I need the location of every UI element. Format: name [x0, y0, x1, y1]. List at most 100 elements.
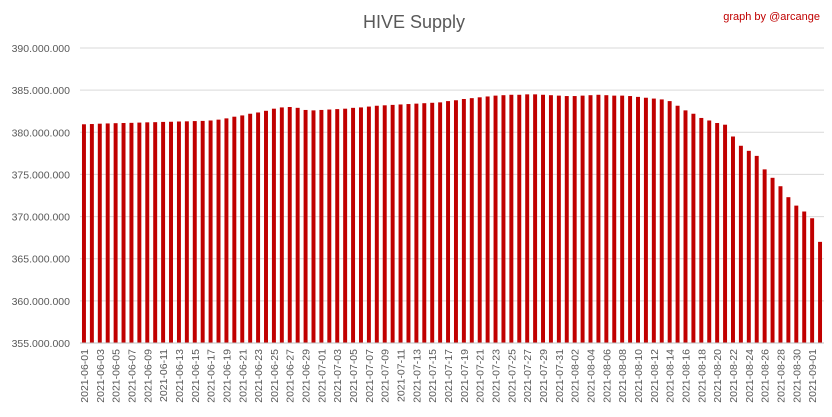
- bar: [643, 97, 648, 343]
- bar: [802, 211, 807, 343]
- bar: [715, 123, 720, 343]
- x-tick-label: 2021-06-19: [221, 349, 233, 403]
- bar: [216, 119, 221, 344]
- bar: [430, 102, 435, 344]
- y-tick-label: 370.000.000: [12, 212, 71, 224]
- bar: [699, 117, 704, 343]
- x-tick-label: 2021-07-25: [506, 349, 518, 403]
- bar: [446, 101, 451, 343]
- x-tick-label: 2021-08-14: [665, 349, 677, 403]
- x-tick-label: 2021-06-11: [158, 349, 170, 402]
- x-tick-label: 2021-07-03: [332, 349, 344, 403]
- x-tick-label: 2021-06-13: [174, 349, 186, 403]
- bar: [343, 108, 348, 343]
- x-tick-label: 2021-07-21: [475, 349, 487, 403]
- bar: [359, 107, 363, 344]
- x-tick-label: 2021-08-28: [775, 349, 787, 403]
- x-tick-label: 2021-08-26: [760, 349, 772, 403]
- chart-title: HIVE Supply: [363, 12, 465, 32]
- bar: [723, 124, 728, 343]
- x-tick-label: 2021-07-23: [491, 349, 503, 403]
- y-tick-label: 380.000.000: [12, 127, 71, 139]
- bar: [153, 122, 158, 344]
- x-tick-label: 2021-06-27: [285, 349, 297, 403]
- x-tick-label: 2021-07-31: [554, 349, 566, 403]
- bar: [351, 107, 356, 343]
- x-tick-label: 2021-08-02: [570, 349, 582, 403]
- bar: [525, 94, 530, 343]
- bar: [667, 101, 672, 343]
- bar: [628, 96, 633, 344]
- x-tick-label: 2021-06-25: [269, 349, 281, 403]
- x-tick-label: 2021-08-18: [696, 349, 708, 403]
- bar: [169, 121, 173, 343]
- x-tick-label: 2021-07-11: [396, 349, 408, 402]
- x-tick-label: 2021-08-24: [744, 349, 756, 403]
- x-tick-label: 2021-08-20: [712, 349, 724, 403]
- bar: [818, 241, 823, 343]
- x-tick-label: 2021-06-05: [111, 349, 123, 403]
- y-tick-label: 375.000.000: [12, 169, 71, 181]
- bar: [469, 98, 474, 344]
- bar: [406, 104, 411, 343]
- bar: [105, 123, 110, 343]
- bar: [438, 102, 443, 343]
- bar: [770, 177, 775, 343]
- bar: [556, 95, 561, 343]
- bar: [184, 121, 189, 343]
- bar: [541, 94, 545, 344]
- x-tick-label: 2021-08-30: [791, 349, 803, 403]
- y-axis-tick-labels: 355.000.000 360.000.000 365.000.000 370.000…: [12, 43, 71, 350]
- bar: [533, 94, 538, 343]
- bar: [248, 113, 253, 343]
- chart-credit: graph by @arcange: [723, 11, 820, 23]
- bar: [548, 95, 553, 343]
- bar: [319, 109, 324, 343]
- bar: [675, 105, 680, 343]
- bar: [208, 120, 213, 343]
- bar: [414, 103, 419, 343]
- x-tick-label: 2021-06-17: [206, 349, 218, 403]
- bar: [754, 155, 759, 343]
- bar: [453, 100, 458, 343]
- bar: [477, 97, 482, 343]
- x-tick-label: 2021-07-19: [459, 349, 471, 403]
- bar: [279, 107, 284, 344]
- bar: [366, 106, 371, 343]
- bar: [659, 99, 664, 344]
- x-tick-label: 2021-09-01: [807, 349, 819, 403]
- bar: [738, 145, 743, 343]
- bar: [461, 98, 466, 343]
- bar: [493, 95, 498, 343]
- y-tick-label: 385.000.000: [12, 85, 71, 97]
- bar: [374, 105, 379, 343]
- bar: [287, 107, 292, 343]
- y-tick-label: 355.000.000: [12, 338, 71, 350]
- x-tick-label: 2021-07-15: [427, 349, 439, 403]
- y-tick-label: 360.000.000: [12, 296, 71, 308]
- bar: [683, 110, 688, 343]
- bar: [240, 115, 245, 343]
- bar: [604, 95, 609, 343]
- x-tick-label: 2021-08-06: [601, 349, 613, 403]
- bar: [327, 109, 332, 344]
- x-tick-label: 2021-06-15: [190, 349, 202, 403]
- x-tick-label: 2021-06-03: [95, 349, 107, 403]
- bar: [224, 118, 229, 343]
- bar: [580, 95, 585, 343]
- x-tick-label: 2021-06-29: [301, 349, 313, 403]
- bar: [113, 123, 118, 343]
- bars: [81, 94, 823, 344]
- bar: [612, 95, 617, 343]
- bar: [232, 116, 237, 343]
- bar: [572, 96, 577, 344]
- x-tick-label: 2021-07-01: [316, 349, 328, 403]
- x-tick-label: 2021-06-01: [79, 349, 91, 403]
- bar: [794, 205, 799, 343]
- bar: [129, 122, 134, 344]
- bar: [192, 121, 197, 343]
- x-tick-label: 2021-08-04: [586, 349, 598, 403]
- bar: [303, 109, 308, 343]
